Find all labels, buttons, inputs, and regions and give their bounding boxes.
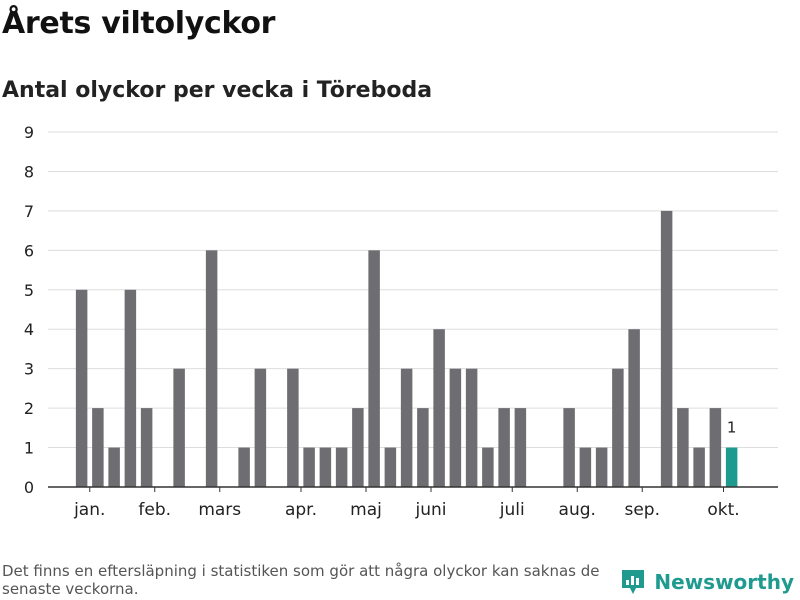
month-label: maj [350, 500, 382, 520]
y-tick-label: 7 [24, 202, 34, 221]
newsworthy-logo-icon [622, 570, 645, 594]
bar [352, 408, 364, 487]
bar [254, 368, 267, 487]
y-tick-label: 1 [24, 439, 34, 458]
bar [238, 447, 250, 487]
y-tick-label: 9 [24, 123, 34, 142]
bar [319, 447, 332, 487]
bar [124, 289, 137, 487]
bar [595, 447, 608, 487]
month-label: juli [499, 500, 525, 520]
bar [660, 210, 673, 487]
y-tick-label: 4 [24, 320, 34, 339]
month-label: sep. [624, 500, 660, 520]
bar [140, 408, 153, 487]
month-label: okt. [707, 500, 739, 520]
bar [173, 368, 185, 487]
bar [335, 447, 348, 487]
bar [303, 447, 315, 487]
bar [287, 368, 299, 487]
bar [417, 408, 429, 487]
brand-name: Newsworthy [654, 570, 794, 594]
bar [465, 368, 478, 487]
footnote: Det finns en eftersläpning i statistiken… [2, 562, 600, 598]
month-label: feb. [138, 500, 171, 520]
gridlines [48, 131, 778, 449]
y-tick-label: 6 [24, 241, 34, 260]
y-tick-label: 3 [24, 360, 34, 379]
bar [75, 289, 88, 487]
bar [709, 408, 722, 487]
bar [628, 329, 640, 487]
bar [579, 447, 592, 487]
bar [433, 329, 445, 487]
y-tick-label: 5 [24, 281, 34, 300]
bar-current-week [725, 447, 738, 487]
chart-title: Årets viltolyckor [2, 6, 276, 41]
y-tick-label: 2 [24, 399, 34, 418]
bar [563, 408, 575, 487]
month-label: aug. [559, 500, 596, 520]
month-label: apr. [285, 500, 317, 520]
bar [514, 408, 527, 487]
bars [75, 210, 738, 487]
last-value-label: 1 [727, 419, 737, 437]
brand-logo: Newsworthy [620, 568, 794, 596]
bar [482, 447, 494, 487]
chart-subtitle: Antal olyckor per vecka i Töreboda [2, 78, 433, 103]
bar-chart: 0 1 2 3 4 5 6 7 8 9 jan. feb. mars apr. maj juni juli au… [24, 123, 778, 520]
bar [693, 447, 705, 487]
y-tick-label: 8 [24, 162, 34, 181]
bar [205, 250, 218, 487]
month-label: juni [415, 500, 447, 520]
month-label: jan. [73, 500, 105, 520]
bar [108, 447, 120, 487]
bar [677, 408, 689, 487]
bar [449, 368, 462, 487]
month-label: mars [198, 500, 241, 520]
month-labels: jan. feb. mars apr. maj juni juli aug. sep. okt. [73, 487, 740, 520]
bar [368, 250, 380, 487]
bar [400, 368, 413, 487]
bar [384, 447, 397, 487]
y-tick-labels: 0 1 2 3 4 5 6 7 8 9 [24, 123, 34, 497]
bar [498, 408, 510, 487]
bar [92, 408, 104, 487]
bar [612, 368, 624, 487]
y-tick-label: 0 [24, 478, 34, 497]
